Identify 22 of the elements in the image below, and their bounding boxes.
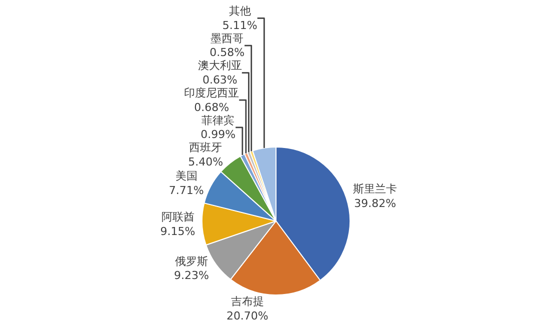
slice-label: 西班牙 [189,141,222,154]
slice-label: 阿联酋 [161,210,194,224]
slice-label: 吉布提 [230,294,264,308]
data-label: 0.68% [194,100,230,114]
slice-label: 澳大利亚 [198,59,242,72]
data-label: 0.99% [200,128,236,142]
data-label: 5.11% [222,18,258,32]
slice-label: 墨西哥 [210,32,244,45]
slice-label: 斯里兰卡 [353,182,398,196]
slice-label: 其他 [228,4,251,18]
data-label: 0.63% [202,73,238,86]
slice-label: 菲律宾 [202,114,235,127]
data-label: 39.82% [354,197,396,210]
data-label: 5.40% [188,155,224,168]
slice-label: 印度尼西亚 [184,86,240,100]
slice-label: 美国 [175,170,198,183]
slice-label: 俄罗斯 [174,254,208,268]
data-label: 9.15% [160,224,196,238]
data-label: 7.71% [168,184,204,198]
data-label: 0.58% [210,46,245,60]
data-label: 9.23% [174,269,209,282]
data-label: 20.70% [226,309,268,322]
